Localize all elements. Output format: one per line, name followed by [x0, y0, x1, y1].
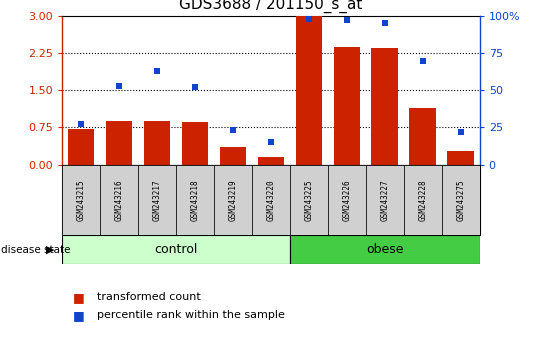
Text: control: control — [154, 243, 198, 256]
Text: GSM243216: GSM243216 — [114, 179, 123, 221]
Bar — [182, 122, 208, 165]
Point — [153, 68, 161, 74]
Text: GSM243219: GSM243219 — [229, 179, 237, 221]
Bar — [334, 47, 360, 165]
Text: GSM243217: GSM243217 — [153, 179, 161, 221]
Bar — [366, 165, 404, 235]
Text: obese: obese — [366, 243, 404, 256]
Text: GSM243226: GSM243226 — [342, 179, 351, 221]
Point — [191, 85, 199, 90]
Bar — [447, 151, 474, 165]
Point — [342, 18, 351, 23]
Point — [229, 127, 237, 133]
Text: ▶: ▶ — [46, 245, 54, 255]
Bar — [410, 108, 436, 165]
Point — [381, 21, 389, 26]
Point — [266, 139, 275, 145]
Bar — [176, 165, 214, 235]
Text: transformed count: transformed count — [97, 292, 201, 302]
Bar — [290, 235, 480, 264]
Point — [457, 129, 465, 135]
Bar — [62, 165, 100, 235]
Bar — [258, 157, 284, 165]
Text: disease state: disease state — [1, 245, 71, 255]
Title: GDS3688 / 201150_s_at: GDS3688 / 201150_s_at — [179, 0, 363, 13]
Bar — [371, 48, 398, 165]
Text: GSM243215: GSM243215 — [77, 179, 86, 221]
Bar — [290, 165, 328, 235]
Text: GSM243225: GSM243225 — [305, 179, 313, 221]
Bar — [106, 121, 132, 165]
Text: GSM243220: GSM243220 — [266, 179, 275, 221]
Text: ■: ■ — [73, 291, 85, 304]
Bar — [295, 16, 322, 165]
Point — [77, 122, 85, 127]
Bar — [138, 165, 176, 235]
Bar — [214, 165, 252, 235]
Bar — [404, 165, 442, 235]
Text: GSM243227: GSM243227 — [381, 179, 389, 221]
Point — [115, 83, 123, 88]
Bar — [62, 235, 290, 264]
Bar — [328, 165, 366, 235]
Bar — [143, 121, 170, 165]
Bar — [442, 165, 480, 235]
Bar — [100, 165, 138, 235]
Text: percentile rank within the sample: percentile rank within the sample — [97, 310, 285, 320]
Point — [305, 16, 313, 22]
Text: GSM243228: GSM243228 — [418, 179, 427, 221]
Text: GSM243275: GSM243275 — [456, 179, 465, 221]
Bar — [252, 165, 290, 235]
Bar — [68, 129, 94, 165]
Point — [418, 58, 427, 63]
Text: ■: ■ — [73, 309, 85, 321]
Bar — [219, 147, 246, 165]
Text: GSM243218: GSM243218 — [190, 179, 199, 221]
